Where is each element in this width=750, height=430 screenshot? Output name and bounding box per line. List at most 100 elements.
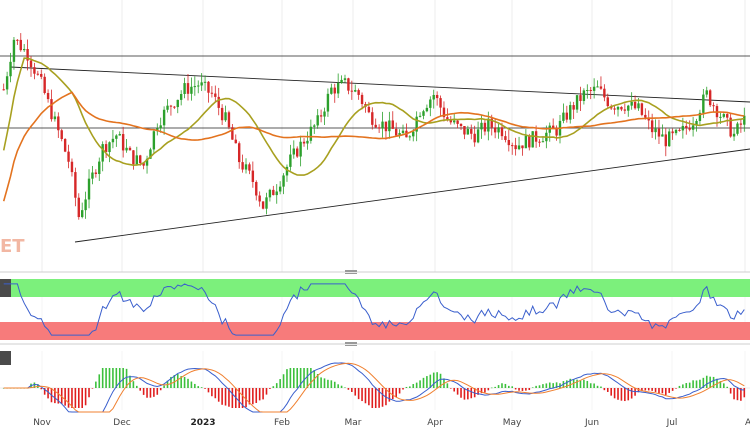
- candle-body: [135, 155, 139, 165]
- histogram-bar: [490, 387, 493, 389]
- panel-splitter[interactable]: [0, 342, 750, 346]
- candle-body: [401, 130, 405, 134]
- candle-body: [111, 138, 115, 143]
- histogram-bar: [190, 381, 193, 388]
- candle-body: [708, 90, 712, 106]
- histogram-bar: [637, 388, 640, 393]
- panel-handle[interactable]: [0, 351, 11, 365]
- histogram-bar: [40, 388, 43, 390]
- histogram-bar: [351, 388, 353, 392]
- histogram-bar: [282, 374, 285, 388]
- histogram-bar: [286, 369, 288, 388]
- candle-body: [104, 144, 108, 153]
- histogram-bar: [142, 388, 145, 395]
- histogram-bar: [528, 388, 531, 391]
- histogram-bar: [613, 388, 616, 399]
- candle-body: [299, 141, 302, 157]
- histogram-bar: [275, 383, 278, 388]
- histogram-bar: [467, 388, 469, 400]
- candle-body: [36, 73, 40, 75]
- candle-body: [306, 140, 309, 144]
- histogram-bar: [391, 388, 394, 400]
- histogram-bar: [453, 388, 456, 392]
- histogram-bar: [559, 383, 561, 388]
- candle-body: [53, 116, 57, 120]
- histogram-bar: [292, 368, 295, 388]
- histogram-bar: [238, 388, 240, 408]
- histogram-bar: [91, 388, 94, 389]
- histogram-bar: [658, 388, 660, 394]
- candle-body: [521, 145, 524, 149]
- candle-body: [108, 142, 111, 153]
- histogram-bar: [675, 388, 677, 389]
- candle-body: [449, 120, 452, 123]
- histogram-bar: [88, 388, 90, 398]
- histogram-bar: [320, 377, 322, 388]
- candle-body: [493, 127, 497, 133]
- histogram-bar: [449, 388, 452, 389]
- candle-body: [425, 107, 429, 112]
- candle-body: [480, 122, 483, 130]
- candle-body: [91, 172, 94, 179]
- histogram-bar: [719, 381, 722, 388]
- candle-body: [63, 139, 67, 152]
- candle-body: [57, 116, 60, 131]
- candle-body: [736, 123, 739, 134]
- histogram-panel: [0, 351, 750, 413]
- histogram-bar: [170, 376, 172, 388]
- candle-body: [16, 39, 19, 41]
- candle-body: [313, 125, 316, 127]
- candle-body: [19, 39, 22, 51]
- histogram-bar: [723, 383, 725, 388]
- candle-body: [5, 76, 9, 90]
- histogram-bar: [583, 379, 585, 388]
- histogram-bar: [624, 388, 626, 402]
- candle-body: [43, 76, 46, 94]
- trendlines: [0, 55, 750, 243]
- candle-body: [422, 111, 425, 116]
- histogram-bar: [729, 388, 732, 394]
- histogram-bar: [77, 388, 80, 408]
- histogram-bar: [279, 379, 281, 388]
- histogram-bar: [74, 388, 77, 408]
- candle-body: [664, 134, 667, 147]
- candle-body: [569, 105, 572, 120]
- candle-body: [40, 73, 43, 77]
- candle-body: [200, 82, 203, 86]
- histogram-bar: [241, 388, 244, 408]
- panel-handle[interactable]: [0, 279, 11, 297]
- candle-body: [173, 106, 176, 108]
- histogram-bar: [402, 388, 404, 390]
- candle-body: [429, 99, 432, 108]
- candle-body: [408, 136, 412, 138]
- candle-body: [490, 118, 493, 128]
- panel-splitter[interactable]: [0, 270, 750, 274]
- histogram-bar: [262, 388, 264, 400]
- candle-body: [217, 96, 220, 108]
- histogram-bar: [504, 383, 507, 388]
- histogram-bar: [180, 376, 182, 388]
- histogram-bar: [217, 388, 220, 402]
- candle-body: [9, 61, 12, 77]
- histogram-bar: [395, 388, 397, 398]
- candle-body: [70, 161, 74, 173]
- candle-body: [562, 112, 565, 121]
- histogram-bar: [606, 388, 609, 392]
- histogram-bar: [108, 368, 111, 388]
- candle-body: [227, 112, 231, 128]
- histogram-bar: [419, 380, 421, 388]
- candle-body: [46, 93, 50, 100]
- candle-body: [169, 105, 173, 107]
- histogram-bar: [245, 388, 247, 408]
- price-panel: ET: [0, 33, 750, 257]
- candle-body: [640, 103, 644, 115]
- candle-body: [220, 107, 224, 121]
- histogram-bar: [576, 379, 578, 388]
- candle-body: [261, 201, 265, 209]
- candle-body: [661, 134, 664, 137]
- candle-body: [118, 134, 121, 136]
- histogram-bar: [654, 388, 657, 392]
- histogram-bar: [224, 388, 227, 406]
- histogram-bar: [81, 388, 84, 408]
